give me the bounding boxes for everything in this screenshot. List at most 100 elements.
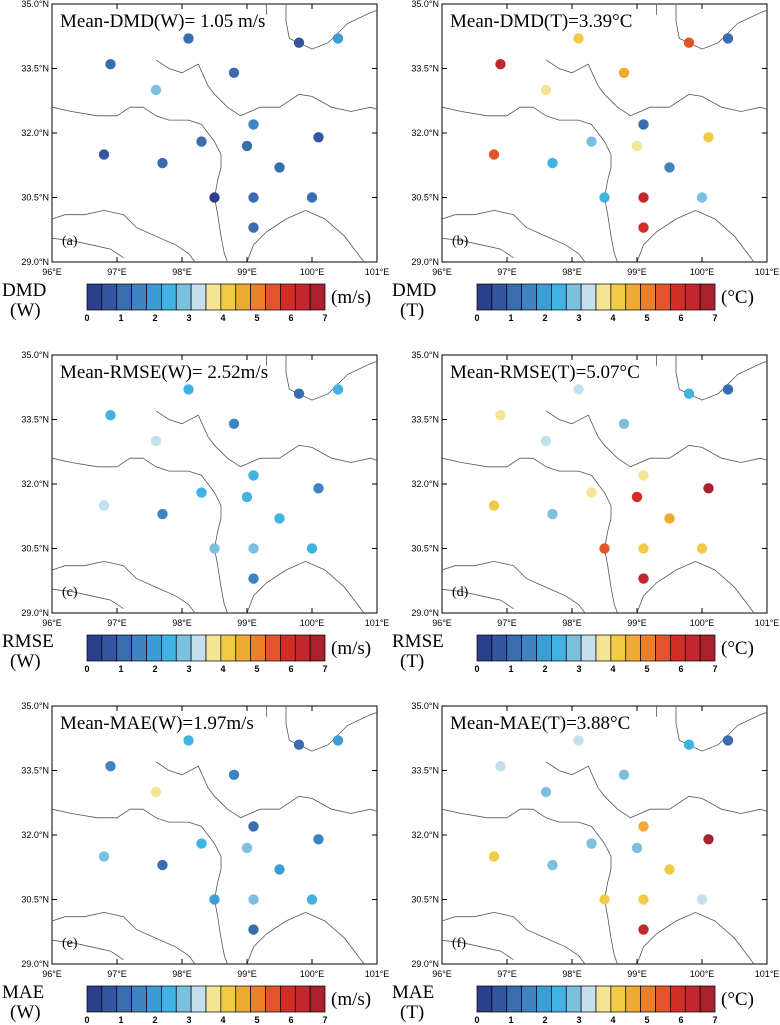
boundary-line [51,588,124,610]
plot-frame [51,354,378,614]
station-point [248,573,259,584]
x-tick-label: 97°E [497,618,517,628]
station-point [631,491,643,503]
colorbar-tick-label: 3 [576,313,581,323]
colorbar-swatch [491,985,508,1013]
station-point [547,508,558,520]
colorbar-swatch [506,985,522,1013]
station-point [105,410,116,421]
colorbar-tick-label: 7 [712,1015,717,1025]
colorbar-tick-label: 6 [288,313,293,323]
colorbar-swatch [175,283,192,311]
boundary-line [285,706,378,752]
panel-label: (a) [62,234,78,249]
colorbar-tick-label: 7 [322,313,327,323]
x-tick-label: 97°E [107,969,127,979]
colorbar-tick-label: 5 [644,1015,649,1025]
boundary-line [51,939,124,961]
x-tick-label: 99°E [627,618,647,628]
y-tick-label: 32.0°N [21,830,49,840]
colorbar-swatch [536,985,552,1013]
station-point [157,508,168,520]
colorbar-swatch [235,283,251,311]
map-panel-1: 96°E 97°E 98°E 99°E 100°E 101°E29.0°N30.5°N32… [2,0,389,323]
x-tick-label: 97°E [497,267,517,277]
colorbar-tick-label: 6 [678,664,683,674]
boundary-line [155,761,313,819]
boundary-line [441,588,514,610]
station-point [183,33,194,44]
y-tick-label: 32.0°N [21,128,49,138]
station-point [98,149,110,160]
x-tick-label: 98°E [562,267,582,277]
colorbar-swatch [250,634,266,662]
colorbar-swatch [625,634,641,662]
panel-title: Mean-MAE(W)=1.97m/s [60,713,254,734]
station-point [157,157,168,169]
station-point [332,33,344,44]
colorbar-label: MAE [392,982,434,1003]
plot-frame [441,705,768,965]
boundary-line [441,209,586,263]
x-tick-label: 101°E [365,969,390,979]
x-tick-label: 96°E [432,267,452,277]
colorbar-swatch [684,283,701,311]
colorbar-swatch [250,283,266,311]
colorbar-swatch [595,283,612,311]
station-point [618,67,630,79]
colorbar-tick-label: 0 [474,313,479,323]
colorbar-swatch [625,985,641,1013]
x-tick-label: 96°E [42,969,62,979]
boundary-line [675,355,768,401]
colorbar-swatch [205,985,222,1013]
colorbar-swatch [670,283,686,311]
colorbar-tick-label: 4 [220,664,225,674]
colorbar-tick-label: 5 [254,664,259,674]
boundary-line [51,911,196,965]
colorbar-swatch [580,985,597,1013]
station-point [248,821,259,832]
station-point [618,769,630,780]
colorbar-swatch [294,634,311,662]
y-tick-label: 35.0°N [21,350,49,360]
x-tick-label: 96°E [432,618,452,628]
colorbar-swatch [265,634,281,662]
station-point [638,573,649,584]
station-point [540,786,552,798]
colorbar-swatch [116,634,132,662]
colorbar-swatch [610,985,627,1013]
colorbar-swatch [580,634,597,662]
station-point [241,491,253,503]
colorbar-swatch [699,283,716,311]
boundary-line [636,209,755,263]
colorbar-swatch [476,985,493,1013]
y-tick-label: 33.5°N [411,766,439,776]
colorbar-swatch [476,634,493,662]
colorbar-unit: (°C) [721,287,754,308]
panel-title: Mean-DMD(T)=3.39°C [450,11,632,32]
boundary-line [545,59,703,117]
station-point [638,894,649,905]
x-tick-label: 99°E [237,969,257,979]
x-tick-label: 100°E [300,618,325,628]
colorbar-label: (W) [10,300,41,321]
colorbar-swatch [161,283,177,311]
colorbar-swatch [684,634,701,662]
colorbar-swatch [640,283,656,311]
colorbar-swatch [265,283,281,311]
colorbar-swatch [205,634,222,662]
station-point [540,435,552,447]
plot-frame [51,3,378,263]
station-point [683,37,695,48]
boundary-line [285,4,378,50]
y-tick-label: 35.0°N [411,0,439,9]
colorbar-swatch [655,634,671,662]
boundary-line [441,106,618,263]
panel-label: (f) [452,936,466,951]
colorbar-tick-label: 4 [220,313,225,323]
station-point [599,192,610,203]
station-point [488,500,500,511]
colorbar-tick-label: 0 [474,664,479,674]
colorbar-swatch [175,985,192,1013]
